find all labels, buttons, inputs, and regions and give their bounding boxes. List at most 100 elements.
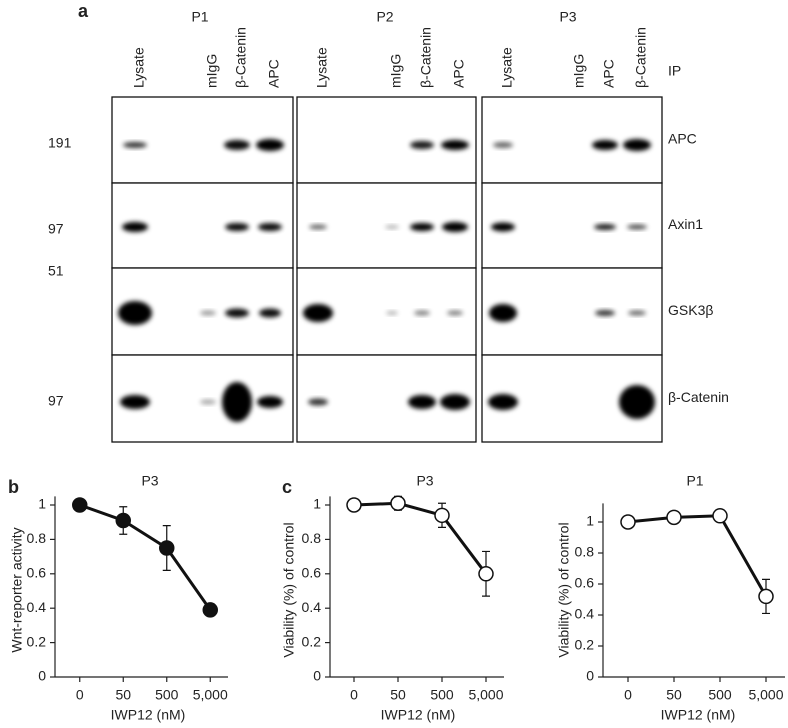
chart-title: P3: [141, 473, 158, 489]
blot-band: [447, 310, 463, 316]
lane-label: β-Catenin: [633, 27, 649, 88]
blot-band: [225, 308, 249, 318]
x-tick-label: 5,000: [748, 687, 783, 703]
data-point: [434, 507, 450, 524]
y-tick-label: 0.4: [302, 599, 322, 615]
blot-band: [408, 395, 436, 409]
blot-band: [442, 222, 468, 232]
blot-band: [303, 304, 333, 322]
x-axis-label: IWP12 (nM): [381, 707, 456, 723]
data-point: [712, 508, 728, 524]
data-point: [346, 497, 362, 513]
y-tick-label: 1: [313, 496, 321, 512]
x-tick-label: 50: [115, 687, 131, 703]
blot-band: [410, 223, 434, 231]
data-line: [353, 501, 488, 575]
lane-label: mIgG: [388, 54, 404, 88]
protein-label: β-Catenin: [668, 389, 729, 405]
lane-label: mIgG: [204, 54, 220, 88]
x-tick-label: 50: [666, 687, 682, 703]
blot-band: [259, 308, 281, 318]
blot-band: [200, 310, 216, 316]
ip-label: IP: [668, 63, 681, 79]
x-tick-label: 0: [350, 687, 358, 703]
data-point: [390, 495, 406, 512]
panel-label: c: [282, 477, 292, 497]
blot-band: [120, 395, 150, 409]
x-tick-label: 500: [708, 687, 732, 703]
blot-band: [122, 222, 148, 232]
x-tick-label: 50: [390, 687, 406, 703]
blot-band: [627, 224, 647, 230]
y-tick-label: 0.6: [302, 565, 322, 581]
mw-marker: 97: [48, 393, 64, 409]
data-line: [627, 514, 768, 598]
blot-band: [410, 141, 434, 149]
lane-label: Lysate: [314, 47, 330, 88]
x-tick-label: 500: [430, 687, 454, 703]
blot-band: [224, 140, 250, 150]
lane-label: APC: [601, 59, 617, 88]
blot-band: [594, 224, 616, 230]
y-tick-label: 0.6: [27, 565, 47, 581]
x-axis-label: IWP12 (nM): [111, 707, 186, 723]
data-point: [202, 602, 218, 618]
blot-band: [440, 394, 470, 410]
x-tick-label: 0: [76, 687, 84, 703]
x-tick-label: 5,000: [468, 687, 503, 703]
x-axis-label: IWP12 (nM): [661, 707, 736, 723]
lane-label: APC: [451, 59, 467, 88]
blot-band: [489, 304, 517, 322]
y-tick-label: 0.6: [575, 575, 595, 591]
data-line: [79, 503, 212, 611]
x-tick-label: 5,000: [193, 687, 228, 703]
chart-title: P1: [686, 473, 703, 489]
blot-band: [256, 139, 284, 151]
group-label: P2: [376, 9, 393, 25]
group-label: P1: [191, 9, 208, 25]
y-tick-label: 0.8: [302, 530, 322, 546]
mw-marker: 191: [48, 135, 72, 151]
y-tick-label: 1: [586, 513, 594, 529]
lane-label: mIgG: [571, 54, 587, 88]
blot-band: [592, 140, 618, 150]
blot-band: [628, 310, 646, 316]
blot-band: [493, 142, 513, 148]
blot-panel: [296, 96, 477, 184]
blot-band: [308, 398, 328, 406]
blot-band: [123, 142, 147, 148]
mw-marker: 97: [48, 221, 64, 237]
y-tick-label: 0.8: [27, 530, 47, 546]
data-point: [72, 497, 88, 513]
blot-band: [441, 140, 469, 150]
blot-band: [257, 396, 283, 408]
blot-band: [491, 222, 515, 232]
panel-label: b: [8, 477, 19, 497]
y-tick-label: 0.4: [575, 606, 595, 622]
lane-label: β-Catenin: [233, 27, 249, 88]
protein-label: Axin1: [668, 216, 703, 232]
chart-title: P3: [416, 473, 433, 489]
protein-label: GSK3β: [668, 302, 713, 318]
data-point: [159, 540, 175, 556]
lane-label: β-Catenin: [418, 27, 434, 88]
lane-label: Lysate: [499, 47, 515, 88]
blot-band: [200, 399, 216, 405]
y-tick-label: 0: [38, 668, 46, 684]
data-point: [478, 566, 494, 582]
y-tick-label: 0.8: [575, 544, 595, 560]
mw-marker: 51: [48, 263, 64, 279]
blot-band: [258, 223, 282, 231]
data-point: [666, 509, 682, 526]
data-point: [758, 588, 774, 605]
blot-band: [595, 310, 615, 316]
y-tick-label: 0.4: [27, 599, 47, 615]
y-tick-label: 0.2: [302, 633, 322, 649]
blot-band: [118, 301, 152, 325]
panel-label: a: [78, 1, 89, 21]
y-axis-label: Viability (%) of control: [556, 522, 572, 657]
lane-label: APC: [266, 59, 282, 88]
y-axis-label: Wnt-reporter activity: [9, 527, 25, 652]
data-point: [620, 514, 636, 530]
